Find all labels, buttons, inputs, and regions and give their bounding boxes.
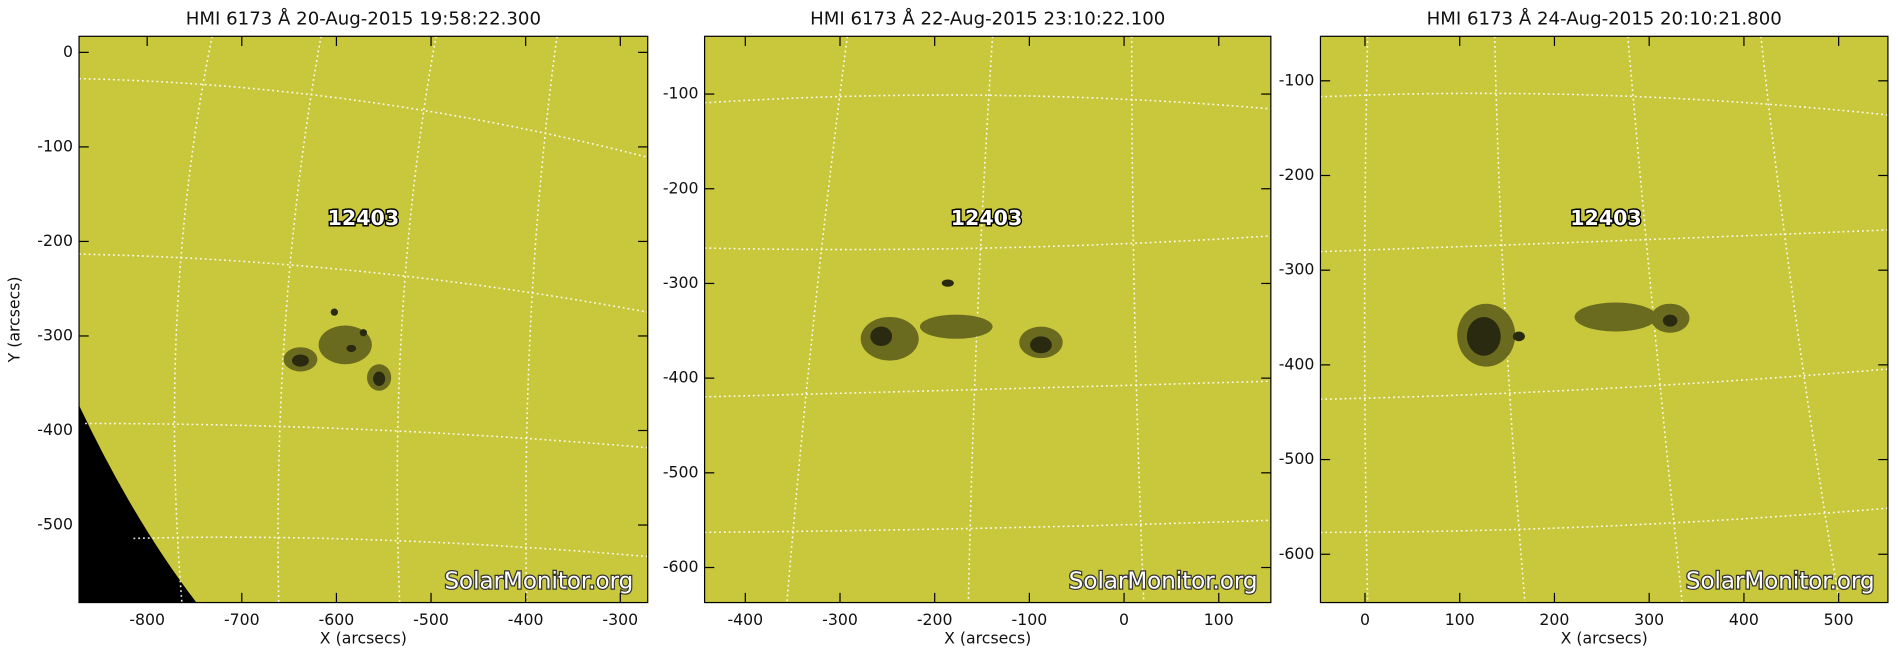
y-tick-label: -500 <box>663 462 699 481</box>
x-tick-label: 400 <box>1729 610 1759 629</box>
y-tick-label: -500 <box>37 515 73 534</box>
y-tick-label: -100 <box>1279 70 1315 89</box>
x-axis-label: X (arcsecs) <box>320 628 407 647</box>
region-label: 12403 <box>951 206 1022 230</box>
y-tick-label: -200 <box>37 231 73 250</box>
y-tick-label: -300 <box>1279 260 1315 279</box>
x-tick-label: 200 <box>1539 610 1569 629</box>
off-limb <box>79 405 197 603</box>
x-tick-label: -700 <box>224 610 260 629</box>
y-tick-label: -100 <box>663 84 699 103</box>
watermark: SolarMonitor.org <box>444 568 633 594</box>
x-tick-label: -400 <box>727 610 763 629</box>
x-axis-label: X (arcsecs) <box>944 628 1031 647</box>
x-axis-label: X (arcsecs) <box>1561 628 1648 647</box>
solar-image <box>704 36 1271 603</box>
x-tick-label: -400 <box>508 610 544 629</box>
solar-image <box>79 36 648 603</box>
panel-title: HMI 6173 Å 22-Aug-2015 23:10:22.100 <box>810 7 1165 29</box>
x-tick-label: -500 <box>413 610 449 629</box>
x-tick-label: -300 <box>602 610 638 629</box>
x-tick-label: -200 <box>917 610 953 629</box>
panel-title: HMI 6173 Å 24-Aug-2015 20:10:21.800 <box>1427 7 1782 29</box>
x-tick-label: 100 <box>1204 610 1234 629</box>
region-label: 12403 <box>328 206 399 230</box>
x-tick-label: 500 <box>1824 610 1854 629</box>
watermark: SolarMonitor.org <box>1069 568 1258 594</box>
x-tick-label: 0 <box>1119 610 1129 629</box>
x-tick-label: 100 <box>1445 610 1475 629</box>
y-tick-label: -400 <box>663 368 699 387</box>
y-tick-label: -300 <box>663 273 699 292</box>
y-tick-label: -500 <box>1279 449 1315 468</box>
x-tick-label: 0 <box>1360 610 1370 629</box>
y-tick-label: -600 <box>1279 544 1315 563</box>
y-tick-label: -200 <box>1279 165 1315 184</box>
y-tick-label: -300 <box>37 325 73 344</box>
y-axis-label: Y (arcsecs) <box>4 276 23 363</box>
watermark: SolarMonitor.org <box>1686 568 1875 594</box>
sunspots <box>283 279 1690 391</box>
x-tick-label: -300 <box>822 610 858 629</box>
panel-title: HMI 6173 Å 20-Aug-2015 19:58:22.300 <box>186 7 541 29</box>
plot-frame <box>1319 35 1889 604</box>
x-tick-label: -800 <box>129 610 165 629</box>
y-tick-label: -600 <box>663 557 699 576</box>
plot-frame <box>78 35 649 604</box>
region-label: 12403 <box>1570 206 1641 230</box>
y-tick-label: -200 <box>663 178 699 197</box>
x-tick-label: -600 <box>319 610 355 629</box>
y-tick-label: 0 <box>63 42 73 61</box>
y-tick-label: -400 <box>1279 354 1315 373</box>
x-tick-label: -100 <box>1012 610 1048 629</box>
y-tick-label: -400 <box>37 420 73 439</box>
y-tick-label: -100 <box>37 136 73 155</box>
x-tick-label: 300 <box>1634 610 1664 629</box>
plot-frame <box>703 35 1272 604</box>
